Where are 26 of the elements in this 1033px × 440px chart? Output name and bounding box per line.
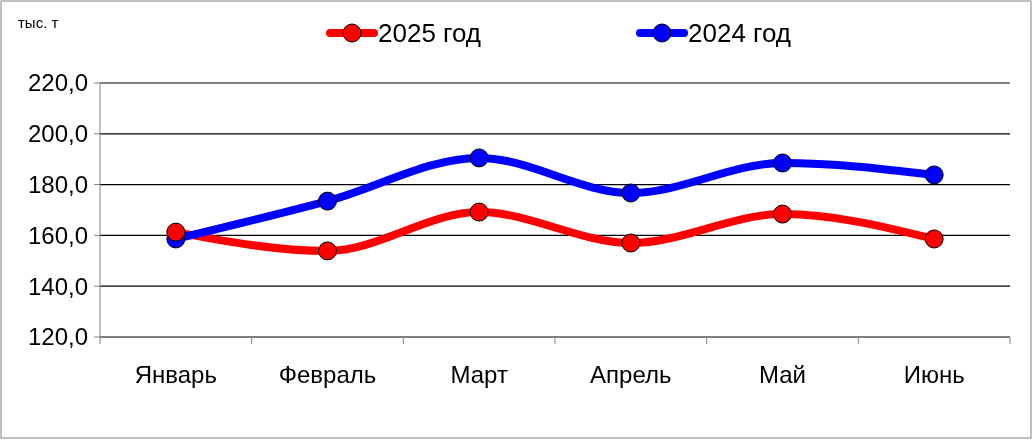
- y-axis-title: тыс. т: [18, 14, 59, 31]
- y-tick-label: 160,0: [27, 221, 88, 249]
- point: [318, 241, 337, 261]
- x-tick-label: Март: [450, 361, 508, 388]
- point: [318, 191, 337, 211]
- point: [621, 183, 641, 203]
- point: [621, 233, 641, 253]
- x-tick-label: Июнь: [903, 361, 965, 388]
- point: [166, 222, 186, 242]
- legend-label: 2024 год: [688, 18, 792, 49]
- point: [924, 165, 944, 185]
- y-tick-label: 200,0: [27, 120, 88, 148]
- y-tick-label: 140,0: [27, 272, 88, 300]
- y-tick-label: 220,0: [27, 69, 88, 97]
- point: [469, 202, 489, 222]
- x-tick-label: Февраль: [278, 361, 377, 388]
- point: [924, 229, 944, 249]
- x-tick-label: Апрель: [590, 361, 672, 388]
- x-tick-label: Май: [758, 361, 807, 388]
- point: [773, 204, 792, 224]
- x-tick-label: Январь: [134, 361, 217, 388]
- legend-label: 2025 год: [378, 18, 482, 49]
- point: [469, 148, 489, 168]
- y-tick-label: 120,0: [27, 323, 88, 351]
- y-tick-label: 180,0: [27, 171, 88, 198]
- point: [773, 153, 792, 173]
